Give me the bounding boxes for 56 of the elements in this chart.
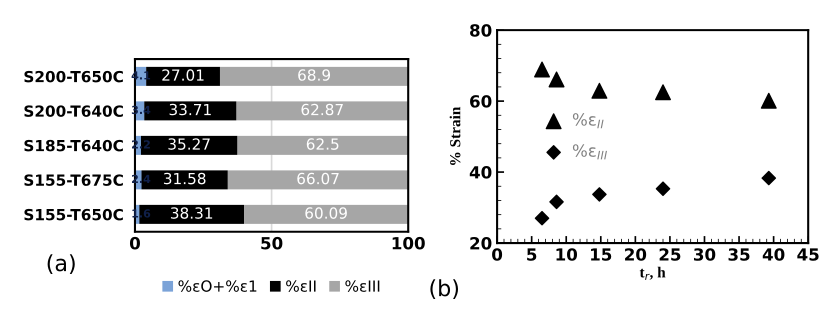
data-label: 60.09: [305, 207, 347, 219]
y-tick-label: S200-T650C: [24, 70, 123, 82]
data-label: 62.87: [301, 104, 343, 116]
bar: [237, 136, 408, 155]
text: (b): [430, 279, 458, 300]
point: [534, 62, 550, 78]
bar: [228, 170, 408, 190]
bar: [220, 66, 408, 86]
point: [760, 92, 777, 109]
data-label: 62.5: [306, 138, 338, 150]
x-tick-label: 10: [556, 248, 578, 261]
legend-label: %ε$_{III}$: [572, 144, 607, 160]
x-tick-label: 50: [261, 236, 282, 250]
legend-label: %εIII: [345, 280, 380, 292]
x-tick-label: 15: [591, 248, 612, 261]
bar: [236, 101, 408, 120]
point: [549, 194, 564, 210]
data-label: 31.58: [164, 172, 206, 184]
text: (a): [48, 254, 75, 274]
point: [592, 187, 607, 202]
x-tick-label: 100: [392, 236, 425, 250]
y-tick-label: S155-T650C: [24, 208, 123, 220]
x-tick-label: 25: [660, 248, 680, 261]
y-tick-label: S155-T675C: [24, 174, 123, 186]
legend-label: %εO+%ε1: [178, 280, 256, 292]
data-label: 35.27: [168, 138, 210, 150]
y-axis-title: % Strain: [450, 106, 460, 165]
bar: [244, 204, 408, 224]
point: [761, 170, 776, 186]
data-label: 38.31: [170, 207, 212, 219]
x-tick-label: 20: [625, 248, 646, 261]
y-tick-label: 40: [470, 166, 492, 179]
point: [591, 82, 608, 99]
y-tick-label: 60: [470, 95, 492, 108]
data-label: 66.07: [297, 172, 339, 184]
x-tick-label: 30: [694, 248, 716, 261]
legend-label: %ε$_{II}$: [572, 113, 604, 128]
data-label: 27.01: [162, 69, 204, 81]
x-tick-label: 5: [527, 248, 536, 261]
data-label: 3.4: [132, 106, 150, 114]
x-tick-label: 35: [728, 248, 750, 261]
x-tick-label: 45: [797, 248, 819, 261]
y-tick-label: S185-T640C: [24, 140, 123, 152]
point: [534, 210, 550, 226]
y-tick-label: 80: [470, 24, 492, 37]
legend-label: %εII: [286, 280, 316, 292]
x-tick-label: 40: [762, 248, 784, 261]
x-axis-title: t$_{r}$, h: [640, 266, 666, 280]
data-label: 33.71: [170, 104, 211, 116]
point: [656, 181, 670, 196]
x-tick-label: 0: [492, 248, 502, 261]
y-tick-label: S200-T640C: [24, 105, 123, 117]
point: [548, 71, 565, 88]
data-label: 68.9: [298, 69, 330, 81]
point: [655, 84, 671, 100]
x-tick-label: 0: [130, 236, 140, 250]
